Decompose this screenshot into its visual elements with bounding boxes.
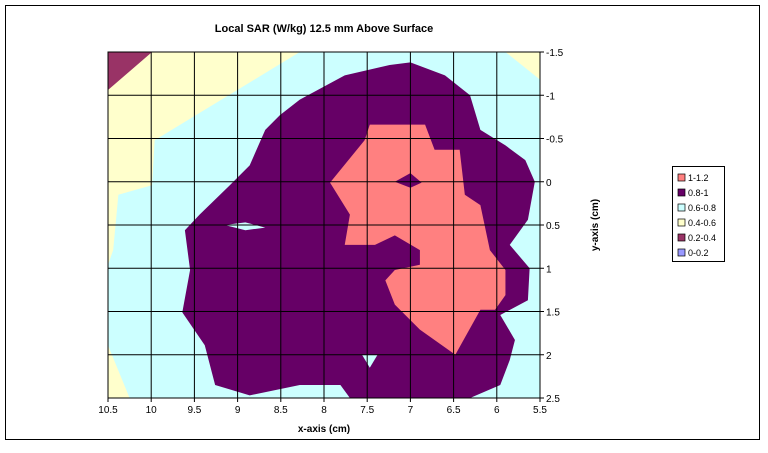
legend-box [672, 166, 725, 262]
x-tick-label: 10 [146, 405, 158, 416]
x-tick-label: 10.5 [98, 405, 118, 416]
x-axis-title: x-axis (cm) [298, 424, 350, 435]
x-tick-label: 8 [321, 405, 327, 416]
legend-swatch [677, 233, 686, 242]
contour-region [224, 222, 266, 231]
legend-label: 0-0.2 [688, 248, 709, 258]
legend-label: 0.8-1 [688, 188, 709, 198]
legend-swatch [677, 203, 686, 212]
y-tick-label: 0.5 [546, 221, 560, 232]
y-tick-label: 0 [546, 178, 552, 189]
x-tick-label: 5.5 [533, 405, 547, 416]
chart-title: Local SAR (W/kg) 12.5 mm Above Surface [215, 23, 433, 35]
y-tick-label: 2 [546, 351, 552, 362]
y-tick-label: -1 [546, 91, 555, 102]
y-tick-label: 2.5 [546, 394, 560, 405]
legend-swatch [677, 188, 686, 197]
x-tick-label: 9.5 [187, 405, 201, 416]
contour-region [108, 345, 130, 398]
contour-region [505, 52, 540, 80]
contour-region [394, 173, 422, 188]
contour-region [108, 52, 300, 265]
contour-region [362, 354, 378, 368]
y-tick-label: 1.5 [546, 308, 560, 319]
x-tick-label: 9 [235, 405, 241, 416]
x-tick-label: 7.5 [360, 405, 374, 416]
y-axis-title: y-axis (cm) [590, 199, 601, 251]
legend-swatch [677, 173, 686, 182]
legend-label: 0.4-0.6 [688, 218, 716, 228]
contour-region [108, 52, 153, 91]
legend-label: 0.6-0.8 [688, 203, 716, 213]
x-tick-label: 7 [408, 405, 414, 416]
x-tick-label: 8.5 [274, 405, 288, 416]
y-tick-label: 1 [546, 264, 552, 275]
x-tick-label: 6.5 [447, 405, 461, 416]
legend-label: 1-1.2 [688, 173, 709, 183]
y-tick-label: -0.5 [546, 135, 564, 146]
plot-border [107, 51, 541, 399]
y-tick-label: -1.5 [546, 48, 564, 59]
legend-swatch [677, 248, 686, 257]
legend-swatch [677, 218, 686, 227]
x-tick-label: 6 [494, 405, 500, 416]
legend-label: 0.2-0.4 [688, 233, 716, 243]
